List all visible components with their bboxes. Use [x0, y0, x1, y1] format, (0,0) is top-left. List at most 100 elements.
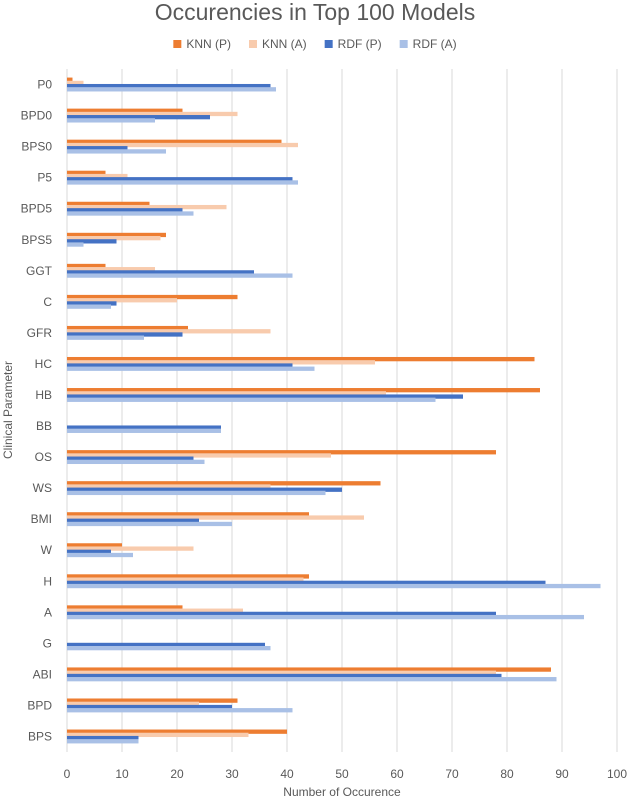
y-axis-label: Clinical Parameter [1, 361, 15, 459]
bar-knn-p-bpd5 [67, 201, 150, 207]
bar-rdf-p-w [67, 549, 111, 554]
bar-knn-a-bps0 [67, 142, 298, 148]
bar-rdf-p-p0 [67, 83, 271, 89]
bar-knn-a-w [67, 546, 194, 551]
y-tick-p0: P0 [37, 78, 52, 92]
y-tick-ws: WS [33, 481, 52, 495]
x-tick-60: 60 [390, 767, 404, 781]
bar-rdf-p-gfr [67, 332, 183, 337]
bar-rdf-a-bpd5 [67, 211, 194, 216]
y-tick-w: W [41, 543, 53, 557]
bar-rdf-p-bps5 [67, 239, 117, 244]
bar-rdf-p-bmi [67, 518, 199, 523]
x-tick-100: 100 [607, 767, 627, 781]
bar-rdf-p-g [67, 642, 265, 648]
x-tick-10: 10 [115, 767, 129, 781]
bar-rdf-a-gfr [67, 335, 144, 340]
legend: KNN (P) KNN (A) RDF (P) RDF (A) [173, 37, 457, 51]
bar-knn-p-bps0 [67, 139, 282, 144]
bar-rdf-p-bpd0 [67, 115, 210, 120]
y-tick-a: A [44, 605, 52, 619]
bar-rdf-a-hb [67, 397, 436, 402]
chart-title: Occurencies in Top 100 Models [155, 0, 475, 25]
bar-knn-a-bpd5 [67, 204, 227, 210]
y-tick-h: H [43, 574, 52, 588]
bar-knn-a-ws [67, 484, 271, 489]
bar-rdf-p-bps [67, 735, 139, 741]
bar-rdf-p-ggt [67, 270, 254, 275]
bar-rdf-a-c [67, 304, 111, 309]
y-tick-hb: HB [35, 388, 52, 402]
bar-rdf-a-w [67, 552, 133, 558]
bar-knn-a-hb [67, 391, 386, 396]
x-axis-label: Number of Occurence [283, 785, 401, 799]
y-tick-bmi: BMI [31, 512, 52, 526]
bar-knn-a-gfr [67, 329, 271, 334]
bar-knn-p-c [67, 294, 238, 300]
bar-knn-p-ws [67, 481, 381, 486]
x-tick-80: 80 [500, 767, 514, 781]
bars [67, 77, 601, 744]
bar-knn-p-gfr [67, 325, 188, 331]
bar-rdf-a-bps0 [67, 149, 166, 154]
bar-knn-p-abi [67, 667, 551, 672]
bar-knn-a-bpd0 [67, 111, 238, 117]
x-tick-40: 40 [280, 767, 294, 781]
x-tick-70: 70 [445, 767, 459, 781]
bar-rdf-a-abi [67, 677, 557, 682]
bar-knn-a-bps [67, 732, 249, 738]
bar-knn-p-p0 [67, 77, 73, 82]
bar-knn-a-abi [67, 670, 496, 675]
bar-rdf-a-p0 [67, 87, 276, 92]
legend-label-knn-a: KNN (A) [262, 37, 307, 51]
y-tick-bps0: BPS0 [21, 140, 52, 154]
bar-rdf-p-hb [67, 394, 463, 399]
bar-knn-a-p5 [67, 173, 128, 179]
legend-swatch-rdf-p [324, 40, 333, 48]
bar-knn-p-hb [67, 388, 540, 393]
bar-rdf-a-bpd0 [67, 118, 155, 123]
y-tick-bpd0: BPD0 [21, 109, 53, 123]
bar-rdf-p-c [67, 301, 117, 306]
bar-knn-a-ggt [67, 267, 155, 272]
bar-knn-p-ggt [67, 263, 106, 269]
bar-rdf-a-hc [67, 366, 315, 371]
bar-rdf-a-h [67, 583, 601, 589]
y-tick-hc: HC [35, 357, 53, 371]
bar-knn-a-bmi [67, 515, 364, 520]
legend-label-rdf-p: RDF (P) [338, 37, 382, 51]
y-tick-bpd: BPD [27, 698, 52, 712]
legend-label-knn-p: KNN (P) [186, 37, 231, 51]
bar-rdf-a-ws [67, 490, 326, 496]
legend-swatch-rdf-a [399, 40, 408, 48]
bar-rdf-a-p5 [67, 180, 298, 185]
y-tick-gfr: GFR [27, 326, 53, 340]
bar-knn-a-c [67, 298, 177, 303]
y-tick-bpd5: BPD5 [21, 202, 53, 216]
bar-rdf-a-bps [67, 739, 139, 744]
bar-knn-p-bps5 [67, 232, 166, 238]
legend-swatch-knn-p [173, 40, 182, 48]
bar-knn-p-w [67, 543, 122, 548]
bar-rdf-p-bpd [67, 704, 232, 710]
bar-rdf-a-bb [67, 428, 221, 433]
bar-rdf-p-hc [67, 363, 293, 368]
x-tick-90: 90 [555, 767, 569, 781]
x-tick-labels: 0 10 20 30 40 50 60 70 80 90 100 [64, 767, 628, 781]
bar-rdf-p-a [67, 611, 496, 617]
bar-knn-a-a [67, 608, 243, 613]
y-tick-bps5: BPS5 [21, 233, 52, 247]
bar-knn-p-h [67, 574, 309, 579]
y-tick-bps: BPS [28, 729, 52, 743]
bar-knn-p-bps [67, 729, 287, 734]
y-tick-abi: ABI [33, 667, 52, 681]
x-tick-20: 20 [170, 767, 184, 781]
y-tick-p5: P5 [37, 171, 52, 185]
x-tick-30: 30 [225, 767, 239, 781]
bar-rdf-p-p5 [67, 177, 293, 182]
bar-knn-p-bmi [67, 512, 309, 517]
y-tick-c: C [43, 295, 52, 309]
bar-knn-a-bpd [67, 701, 199, 706]
bar-rdf-p-bps0 [67, 146, 128, 151]
